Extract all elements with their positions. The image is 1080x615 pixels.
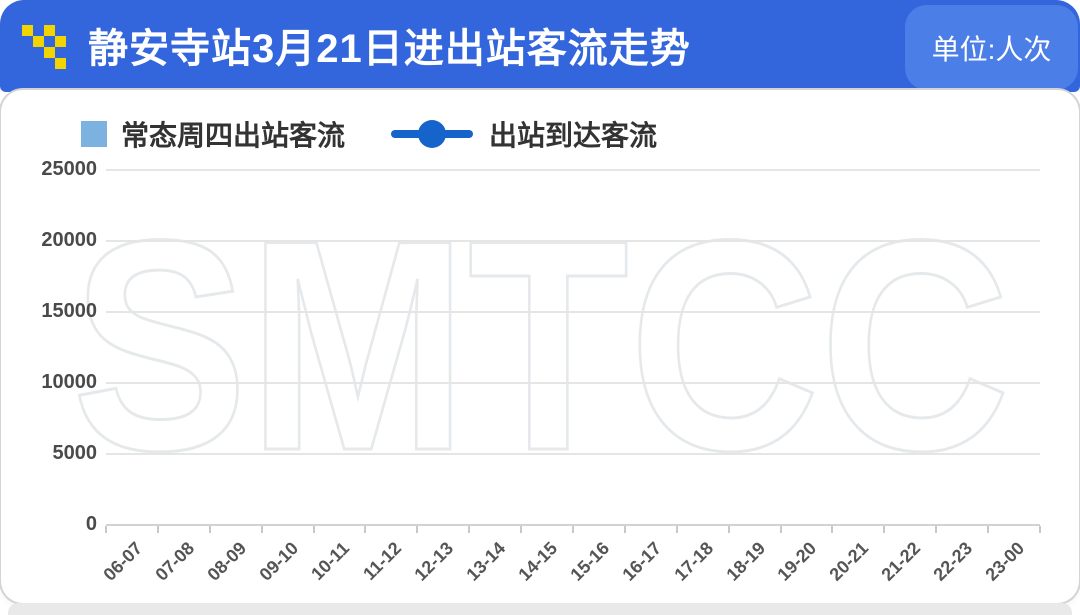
x-axis-category: 17-18 — [670, 526, 729, 598]
x-axis-tick-label: 19-20 — [773, 538, 821, 585]
y-axis-tick-label: 10000 — [41, 371, 97, 393]
plot-area — [106, 169, 1040, 524]
x-axis-category: 07-08 — [151, 526, 210, 598]
x-axis-tick-label: 23-00 — [981, 538, 1029, 585]
x-axis-category: 08-09 — [203, 526, 262, 598]
x-axis-tick-label: 16-17 — [618, 538, 666, 585]
legend-bar-label: 常态周四出站客流 — [121, 120, 346, 151]
header-bar: 静安寺站3月21日进出站客流走势 单位:人次 — [0, 0, 1080, 92]
x-axis-tick-label: 17-18 — [670, 538, 717, 585]
y-axis-tick-label: 25000 — [41, 158, 97, 180]
x-axis: 06-07 07-08 08-09 09-10 10-11 11-12 12 — [99, 524, 1041, 598]
x-axis-category: 18-19 — [722, 526, 781, 598]
y-axis: 25000 20000 15000 10000 5000 0 — [1, 90, 97, 603]
x-axis-category: 09-10 — [255, 526, 314, 598]
x-axis-category: 23-00 — [982, 526, 1040, 598]
x-axis-category: 14-15 — [515, 526, 573, 598]
legend-item-line-series[interactable]: 出站到达客流 — [345, 114, 657, 154]
gridline — [106, 382, 1040, 384]
gridline — [106, 240, 1040, 242]
x-axis-tick-label: 11-12 — [359, 538, 406, 584]
gridline — [106, 453, 1040, 455]
x-axis-category: 11-12 — [360, 526, 417, 598]
x-axis-category: 10-11 — [308, 526, 366, 598]
x-axis-tick-label: 22-23 — [929, 538, 977, 585]
unit-label: 单位:人次 — [931, 33, 1052, 65]
x-axis-category: 12-13 — [411, 526, 469, 598]
chart-card: 常态周四出站客流 出站到达客流 SMTCC 25000 20000 15000 … — [1, 90, 1079, 603]
x-axis-tick-label: 18-19 — [722, 538, 769, 585]
x-axis-category: 13-14 — [463, 526, 521, 598]
gridline — [106, 169, 1040, 171]
x-axis-category: 16-17 — [618, 526, 677, 598]
unit-badge: 单位:人次 — [905, 5, 1078, 90]
chart-legend: 常态周四出站客流 出站到达客流 — [81, 114, 657, 154]
page-title: 静安寺站3月21日进出站客流走势 — [88, 26, 691, 71]
x-axis-tick-label: 21-22 — [877, 538, 925, 585]
x-axis-tick-label: 20-21 — [825, 538, 873, 585]
x-axis-tick-label: 15-16 — [566, 538, 614, 585]
x-axis-category: 21-22 — [878, 526, 936, 598]
x-axis-tick-label: 10-11 — [307, 538, 354, 584]
next-card-peek — [8, 603, 1072, 615]
x-axis-category: 20-21 — [826, 526, 884, 598]
x-axis-tick-label: 06-07 — [99, 538, 147, 585]
x-axis-tick-label: 07-08 — [151, 538, 198, 585]
x-axis-tick-label: 08-09 — [203, 538, 250, 585]
x-axis-category: 06-07 — [99, 526, 158, 598]
line-dot-icon — [418, 120, 447, 148]
gridline — [106, 311, 1040, 313]
legend-line-label: 出站到达客流 — [489, 120, 658, 151]
y-axis-tick-label: 5000 — [52, 442, 98, 464]
bar-series-swatch-icon — [81, 121, 107, 147]
x-axis-tick-label: 14-15 — [514, 538, 562, 585]
y-axis-tick-label: 20000 — [41, 229, 97, 251]
x-axis-tick-label: 13-14 — [462, 538, 510, 585]
x-axis-category: 15-16 — [566, 526, 625, 598]
x-axis-tick-label: 12-13 — [410, 538, 458, 585]
metro-logo-icon — [22, 25, 66, 69]
x-axis-tick-label: 09-10 — [255, 538, 302, 585]
y-axis-tick-label: 0 — [85, 513, 97, 535]
line-series-marker-icon — [391, 120, 474, 148]
legend-item-bar-series[interactable]: 常态周四出站客流 — [81, 114, 345, 154]
y-axis-tick-label: 15000 — [41, 300, 97, 322]
x-axis-category: 19-20 — [774, 526, 833, 598]
x-axis-category: 22-23 — [930, 526, 988, 598]
